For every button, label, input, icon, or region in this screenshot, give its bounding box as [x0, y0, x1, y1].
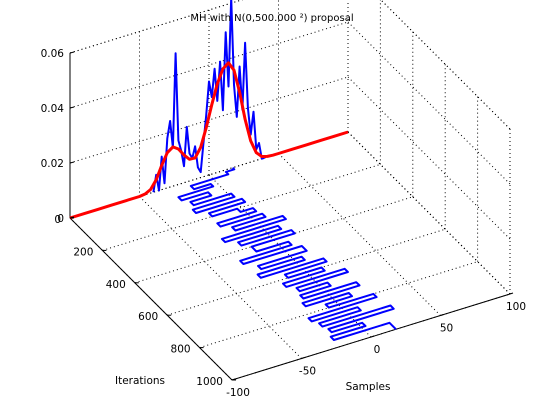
z-tick: [70, 52, 74, 53]
x-tick: [371, 336, 374, 337]
z-tick-label: 0.02: [41, 158, 64, 170]
x-tick-label: 0: [374, 344, 381, 356]
y-tick-label: 800: [171, 344, 191, 356]
x-tick-label: -100: [226, 387, 250, 399]
z-tick-label: 0.06: [41, 48, 65, 60]
y-tick-label: 200: [73, 246, 93, 258]
y-tick-label: 1000: [196, 376, 223, 388]
z-tick: [70, 107, 74, 108]
x-tick: [302, 358, 305, 359]
y-tick-label: 400: [106, 279, 126, 291]
z-tick: [70, 162, 74, 163]
z-tick-label: 0.04: [41, 103, 65, 115]
x-tick-label: 100: [506, 301, 526, 313]
chart-title: MH with N(0,500.000 ²) proposal: [190, 13, 353, 24]
histogram-series: [153, 0, 264, 192]
tick-layer: -100-500501000200400600800100000.020.040…: [41, 48, 526, 399]
grid-line: [348, 0, 510, 129]
trace-series: [178, 168, 396, 340]
y-axis-label: Iterations: [115, 375, 165, 387]
top-right-edge: [348, 0, 510, 129]
y-tick-label: 600: [138, 311, 158, 323]
grid-line: [348, 77, 510, 239]
x-axis-label: Samples: [346, 381, 391, 393]
x-tick-label: -50: [299, 366, 316, 378]
right-edge: [348, 132, 510, 294]
z-tick-label: 0: [57, 213, 64, 225]
grid-line: [348, 132, 510, 294]
x-tick: [441, 315, 444, 316]
grid-line: [348, 22, 510, 184]
grid-line: [348, 132, 510, 294]
y-axis-line: [70, 218, 232, 380]
x-tick-label: 50: [440, 323, 453, 335]
